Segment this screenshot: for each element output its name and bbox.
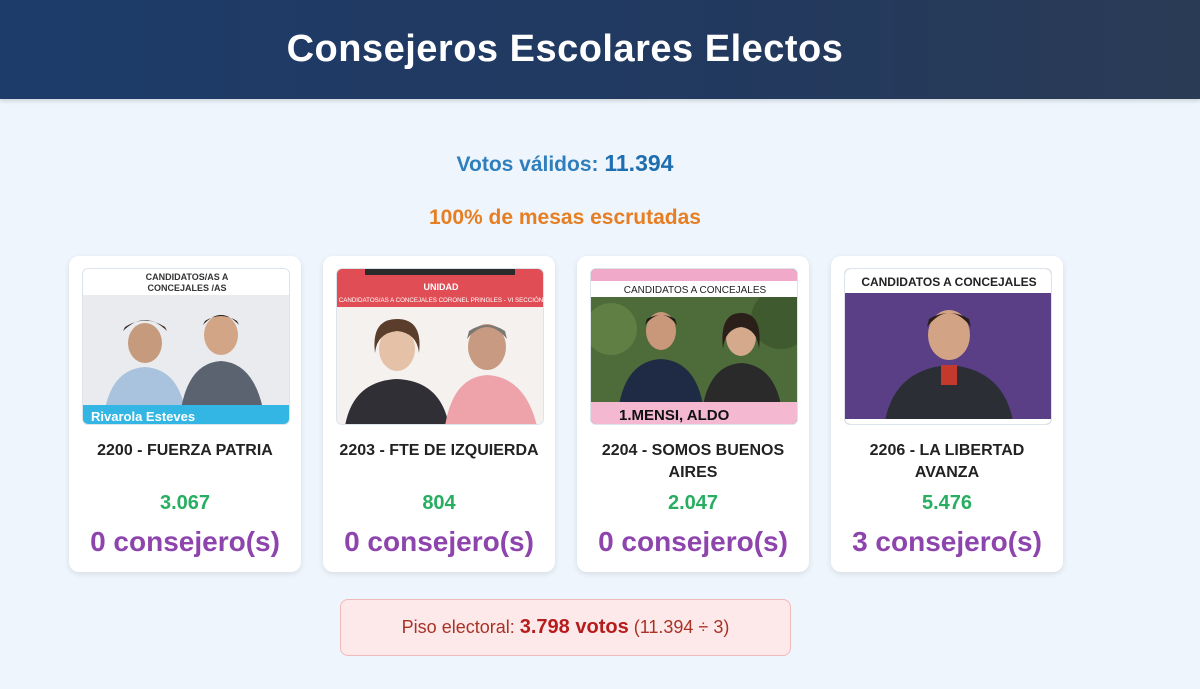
photo-banner-top: CANDIDATOS A CONCEJALES xyxy=(861,275,1036,289)
party-photo: CANDIDATOS A CONCEJALES xyxy=(844,268,1052,425)
party-seats: 3 consejero(s) xyxy=(852,526,1042,557)
photo-banner-bottom: 1.MENSI, ALDO xyxy=(619,407,730,424)
party-card-fuerza-patria: CANDIDATOS/AS A CONCEJALES /AS Rivarola … xyxy=(69,256,301,572)
threshold-formula: (11.394 ÷ 3) xyxy=(633,617,730,637)
page-header: Consejeros Escolares Electos xyxy=(0,0,1200,99)
valid-votes-label: Votos válidos: xyxy=(456,153,599,176)
party-seats: 0 consejero(s) xyxy=(344,526,534,557)
party-name: 2200 - FUERZA PATRIA xyxy=(97,442,273,459)
party-card-la-libertad-avanza: CANDIDATOS A CONCEJALES 2206 - LA LIBERT… xyxy=(831,256,1063,572)
party-votes: 5.476 xyxy=(921,492,973,514)
photo-banner-sub: CONCEJALES /AS xyxy=(147,283,226,293)
threshold-value: 3.798 votos xyxy=(519,616,629,638)
party-seats: 0 consejero(s) xyxy=(598,526,788,557)
scrutiny-status: 100% de mesas escrutadas xyxy=(428,206,701,229)
photo-banner-bottom: Rivarola Esteves xyxy=(91,409,195,424)
party-votes: 3.067 xyxy=(159,492,211,514)
party-votes: 804 xyxy=(422,492,456,514)
photo-banner-top: CANDIDATOS A CONCEJALES xyxy=(624,285,767,296)
party-card-fte-izquierda: UNIDAD CANDIDATOS/AS A CONCEJALES CORONE… xyxy=(323,256,555,572)
party-votes: 2.047 xyxy=(667,492,719,514)
threshold-label: Piso electoral: xyxy=(401,617,515,637)
photo-banner-sub: CANDIDATOS/AS A CONCEJALES CORONEL PRING… xyxy=(339,297,543,304)
page-title: Consejeros Escolares Electos xyxy=(286,28,844,70)
party-photo: UNIDAD CANDIDATOS/AS A CONCEJALES CORONE… xyxy=(336,268,544,425)
party-photo: CANDIDATOS/AS A CONCEJALES /AS Rivarola … xyxy=(82,268,290,425)
photo-banner-top: CANDIDATOS/AS A xyxy=(146,272,229,282)
party-name: 2206 - LA LIBERTAD AVANZA xyxy=(869,442,1025,481)
party-seats: 0 consejero(s) xyxy=(90,526,280,557)
party-name: 2204 - SOMOS BUENOS AIRES xyxy=(601,442,785,481)
party-name: 2203 - FTE DE IZQUIERDA xyxy=(339,442,539,459)
valid-votes: Votos válidos: 11.394 xyxy=(0,150,1130,177)
valid-votes-value: 11.394 xyxy=(604,150,674,176)
party-photo: CANDIDATOS A CONCEJALES 1.MENSI, ALDO xyxy=(590,268,798,425)
photo-banner-top: UNIDAD xyxy=(424,282,459,292)
electoral-threshold: Piso electoral: 3.798 votos (11.394 ÷ 3) xyxy=(340,599,791,656)
party-card-somos-buenos-aires: CANDIDATOS A CONCEJALES 1.MENSI, ALDO 22… xyxy=(577,256,809,572)
